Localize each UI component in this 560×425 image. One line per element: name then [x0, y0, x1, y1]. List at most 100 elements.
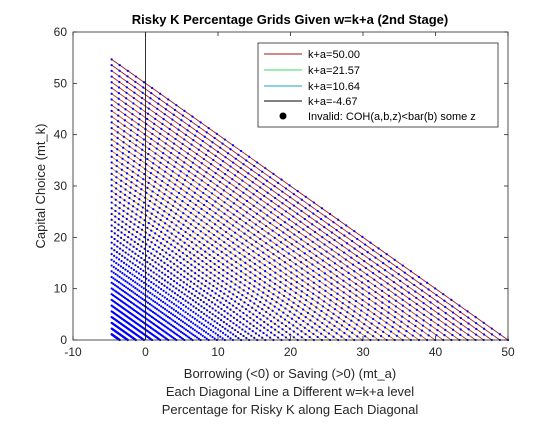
- grid-point: [110, 218, 113, 221]
- grid-point: [238, 217, 242, 221]
- grid-point: [210, 318, 214, 321]
- grid-point: [158, 189, 161, 192]
- grid-point: [165, 205, 168, 208]
- grid-point: [143, 258, 146, 262]
- grid-point: [219, 335, 222, 338]
- grid-point: [137, 295, 140, 298]
- grid-point: [269, 336, 272, 339]
- grid-point: [408, 309, 411, 312]
- grid-point: [232, 322, 235, 325]
- grid-point: [261, 227, 264, 231]
- grid-point: [218, 180, 222, 183]
- grid-point: [262, 314, 265, 317]
- grid-point: [306, 277, 310, 280]
- diagonal-line: [111, 150, 379, 341]
- grid-point: [342, 251, 346, 254]
- grid-point: [295, 309, 298, 312]
- grid-point: [177, 317, 181, 321]
- grid-point: [452, 323, 455, 326]
- grid-point: [306, 288, 309, 291]
- diagonal-line: [111, 76, 484, 341]
- grid-point: [374, 307, 377, 311]
- grid-point: [134, 287, 137, 290]
- grid-point: [257, 334, 261, 337]
- grid-point: [223, 310, 226, 313]
- grid-point: [150, 309, 153, 312]
- grid-point: [122, 244, 125, 247]
- grid-point: [310, 256, 313, 260]
- grid-point: [459, 333, 462, 336]
- grid-point: [129, 220, 132, 223]
- grid-point: [125, 263, 128, 266]
- grid-point: [127, 265, 131, 268]
- grid-point: [285, 330, 288, 334]
- grid-point: [110, 275, 113, 279]
- grid-point: [226, 312, 229, 315]
- grid-point: [281, 190, 284, 193]
- grid-point: [217, 208, 220, 211]
- grid-point: [248, 282, 251, 285]
- grid-point: [276, 319, 280, 322]
- grid-point: [236, 170, 240, 173]
- grid-point: [333, 308, 337, 311]
- grid-point: [267, 306, 270, 309]
- grid-point: [338, 236, 341, 239]
- grid-point: [192, 179, 195, 182]
- grid-point: [195, 152, 198, 156]
- grid-point: [167, 270, 170, 273]
- grid-point: [348, 290, 352, 293]
- grid-point: [219, 290, 222, 293]
- grid-point: [126, 287, 130, 290]
- grid-point: [242, 317, 245, 321]
- grid-point: [306, 283, 310, 286]
- legend-label: k+a=21.57: [308, 65, 360, 77]
- grid-point: [302, 308, 305, 311]
- grid-point: [186, 295, 189, 298]
- diagonal-line: [111, 93, 460, 341]
- grid-point: [211, 313, 214, 316]
- grid-point: [255, 315, 259, 318]
- grid-point: [194, 266, 197, 269]
- grid-point: [187, 301, 190, 304]
- grid-point: [161, 122, 164, 126]
- grid-point: [498, 333, 502, 336]
- grid-point: [292, 301, 295, 304]
- grid-point: [172, 279, 176, 283]
- grid-point: [244, 330, 247, 333]
- grid-point: [189, 120, 192, 123]
- grid-point: [296, 189, 299, 193]
- grid-point: [205, 314, 208, 317]
- grid-point: [312, 201, 315, 204]
- grid-point: [184, 133, 188, 136]
- grid-point: [132, 160, 136, 163]
- grid-point: [179, 147, 183, 150]
- grid-point: [213, 279, 216, 282]
- grid-point: [255, 189, 259, 192]
- grid-point: [116, 234, 120, 237]
- grid-point: [234, 174, 237, 177]
- grid-point: [131, 210, 134, 213]
- grid-point: [266, 294, 269, 297]
- grid-point: [126, 69, 129, 72]
- grid-point: [283, 261, 287, 264]
- grid-point: [311, 297, 314, 300]
- grid-point: [135, 247, 138, 251]
- grid-point: [224, 156, 227, 159]
- grid-point: [252, 324, 255, 328]
- grid-point: [327, 332, 330, 335]
- grid-point: [146, 186, 149, 189]
- grid-point: [139, 216, 142, 219]
- diagonal-series: [110, 69, 493, 342]
- grid-point: [181, 286, 185, 289]
- grid-point: [158, 206, 161, 209]
- grid-point: [383, 269, 387, 272]
- grid-point: [212, 158, 215, 162]
- grid-point: [235, 272, 238, 275]
- grid-point: [374, 284, 377, 288]
- grid-point: [234, 157, 237, 160]
- grid-point: [207, 321, 210, 324]
- grid-point: [208, 311, 211, 314]
- grid-point: [467, 316, 470, 319]
- grid-point: [298, 254, 301, 257]
- grid-point: [367, 308, 370, 311]
